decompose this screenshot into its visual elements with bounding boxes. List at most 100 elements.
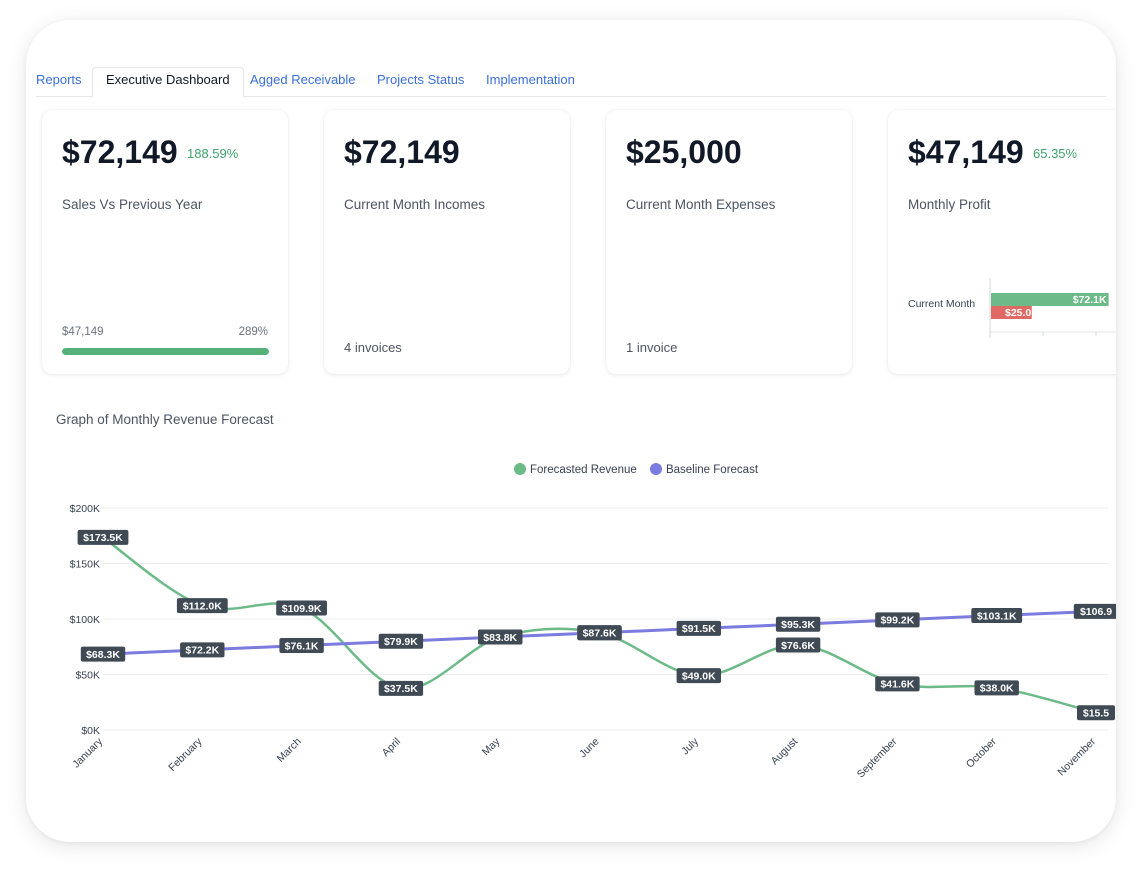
data-label-box bbox=[378, 633, 424, 649]
y-tick-label: $50K bbox=[75, 670, 100, 682]
data-label-box bbox=[176, 598, 228, 614]
data-label-text: $173.5K bbox=[83, 532, 123, 544]
data-label-text: $37.5K bbox=[384, 683, 418, 695]
profit-value: $47,149 bbox=[908, 134, 1024, 170]
data-label: $41.6K bbox=[875, 676, 920, 692]
data-label-text: $99.2K bbox=[880, 615, 914, 627]
data-label: $106.9 bbox=[1073, 603, 1116, 619]
data-label-box bbox=[77, 529, 129, 545]
sales-value: $72,149 bbox=[62, 134, 178, 170]
mini-chart-bars: $72.1K $25.0K bbox=[991, 293, 1109, 319]
sales-label: Sales Vs Previous Year bbox=[62, 197, 203, 212]
data-label-box bbox=[1077, 705, 1115, 721]
data-label: $76.1K bbox=[279, 638, 324, 654]
y-tick-label: $200K bbox=[70, 503, 100, 515]
mini-bar-label: $25.0K bbox=[1005, 307, 1039, 319]
data-label: $83.8K bbox=[478, 629, 523, 645]
sales-progress-fill bbox=[62, 348, 269, 355]
data-label: $72.2K bbox=[180, 642, 225, 658]
data-label: $37.5K bbox=[378, 680, 424, 696]
revenue-forecast-chart: $0K $50K $100K $150K $200K January February Mar… bbox=[70, 503, 1116, 780]
data-label-box bbox=[676, 668, 721, 684]
tab-agged-receivable[interactable]: Agged Receivable bbox=[250, 72, 356, 87]
data-label-box bbox=[775, 637, 821, 653]
expenses-value: $25,000 bbox=[626, 134, 742, 170]
x-tick-label: August bbox=[769, 736, 801, 768]
data-label-text: $41.6K bbox=[880, 679, 914, 691]
data-label-text: $95.3K bbox=[781, 619, 815, 631]
dashboard-window: Reports Executive Dashboard Agged Receiv… bbox=[26, 20, 1116, 842]
x-tick-label: July bbox=[679, 735, 701, 757]
mini-bar[interactable] bbox=[991, 306, 1032, 319]
data-label-text: $109.9K bbox=[282, 603, 322, 615]
data-label-box bbox=[180, 642, 225, 658]
data-label-text: $106.9 bbox=[1080, 606, 1112, 618]
x-tick-label: May bbox=[480, 735, 503, 758]
data-label-text: $68.3K bbox=[86, 649, 120, 661]
data-label: $112.0K bbox=[176, 598, 228, 614]
tab-projects-status[interactable]: Projects Status bbox=[377, 72, 465, 87]
x-tick-label: April bbox=[380, 736, 403, 759]
x-tick-label: February bbox=[166, 735, 205, 774]
x-tick-label: November bbox=[1055, 735, 1098, 778]
x-tick-label: June bbox=[577, 736, 602, 761]
profit-label: Monthly Profit bbox=[908, 197, 991, 212]
data-label-box bbox=[974, 680, 1019, 696]
data-label: $15.5 bbox=[1077, 705, 1115, 721]
mini-bar[interactable] bbox=[991, 293, 1109, 306]
legend-forecasted-revenue[interactable]: Forecasted Revenue bbox=[514, 463, 637, 476]
legend-label: Forecasted Revenue bbox=[530, 464, 637, 476]
incomes-value: $72,149 bbox=[344, 134, 460, 170]
sales-card: $72,149 188.59% Sales Vs Previous Year $… bbox=[42, 110, 288, 374]
data-label: $76.6K bbox=[775, 637, 821, 653]
graph-title: Graph of Monthly Revenue Forecast bbox=[56, 412, 274, 427]
sales-change-percent: 188.59% bbox=[187, 146, 239, 161]
data-label-box bbox=[279, 638, 324, 654]
x-tick-label: January bbox=[70, 735, 105, 770]
expenses-label: Current Month Expenses bbox=[626, 197, 776, 212]
data-label: $79.9K bbox=[378, 633, 424, 649]
profit-change-percent: 65.35% bbox=[1033, 146, 1078, 161]
sales-progress-text: 289% bbox=[238, 326, 268, 338]
data-label: $109.9K bbox=[276, 600, 327, 616]
data-label: $173.5K bbox=[77, 529, 129, 545]
data-label-text: $79.9K bbox=[384, 636, 418, 648]
data-label-text: $38.0K bbox=[980, 683, 1014, 695]
data-label-text: $91.5K bbox=[682, 623, 716, 635]
data-label-text: $76.6K bbox=[781, 640, 815, 652]
tab-executive-dashboard[interactable]: Executive Dashboard bbox=[92, 67, 244, 97]
data-label-box bbox=[775, 616, 821, 632]
x-tick-label: March bbox=[275, 736, 304, 765]
chart-legend: Forecasted Revenue Baseline Forecast bbox=[514, 463, 768, 476]
legend-baseline-forecast[interactable]: Baseline Forecast bbox=[649, 463, 758, 476]
data-label: $99.2K bbox=[875, 612, 920, 628]
data-label: $68.3K bbox=[80, 646, 126, 662]
data-label-box bbox=[971, 608, 1023, 624]
profit-card: $47,149 65.35% Monthly Profit Current Mo… bbox=[888, 110, 1116, 374]
data-label-box bbox=[478, 629, 523, 645]
tab-implementation[interactable]: Implementation bbox=[486, 72, 575, 87]
baseline-forecast-dot-icon bbox=[649, 463, 662, 475]
tab-bar: Reports Executive Dashboard Agged Receiv… bbox=[36, 67, 1106, 97]
tab-reports[interactable]: Reports bbox=[36, 72, 82, 87]
data-label-text: $112.0K bbox=[183, 600, 223, 612]
data-label: $87.6K bbox=[577, 625, 622, 641]
data-label-box bbox=[676, 620, 721, 636]
data-label-box bbox=[577, 625, 622, 641]
y-tick-label: $100K bbox=[70, 614, 100, 626]
data-label-box bbox=[378, 680, 424, 696]
data-label-text: $83.8K bbox=[483, 632, 517, 644]
data-label: $38.0K bbox=[974, 680, 1019, 696]
expenses-card: $25,000 Current Month Expenses 1 invoice bbox=[606, 110, 852, 374]
forecasted-revenue-dot-icon bbox=[514, 463, 526, 475]
incomes-label: Current Month Incomes bbox=[344, 197, 486, 212]
data-label-text: $103.1K bbox=[977, 610, 1017, 622]
data-label: $95.3K bbox=[775, 616, 821, 632]
data-label-text: $72.2K bbox=[185, 645, 219, 657]
data-label: $91.5K bbox=[676, 620, 721, 636]
incomes-invoice-count: 4 invoices bbox=[344, 340, 402, 355]
data-label-box bbox=[1073, 603, 1116, 619]
data-label-text: $76.1K bbox=[285, 640, 319, 652]
y-tick-label: $150K bbox=[70, 559, 100, 571]
mini-bar-label: $72.1K bbox=[1073, 294, 1107, 306]
